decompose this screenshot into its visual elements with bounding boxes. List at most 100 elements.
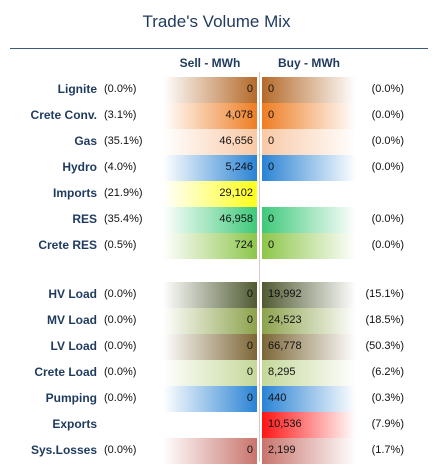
sell-value: 724 <box>234 239 253 251</box>
row-crete-conv: Crete Conv. (3.1%) 4,078 0 (0.0%) <box>0 103 433 129</box>
row-lv-load: LV Load (0.0%) 0 66,778 (50.3%) <box>0 334 433 360</box>
buy-value: 0 <box>268 161 275 173</box>
buy-cell: 19,992 <box>262 282 356 308</box>
row-gas: Gas (35.1%) 46,656 0 (0.0%) <box>0 129 433 155</box>
sell-cell: 0 <box>163 360 257 386</box>
row-label: Crete Load <box>34 365 97 379</box>
buy-value: 8,295 <box>268 366 296 378</box>
sell-value: 29,102 <box>219 187 253 199</box>
sell-value: 4,078 <box>225 109 253 121</box>
sell-value: 0 <box>246 444 253 456</box>
buy-percent: (0.3%) <box>371 392 404 404</box>
row-label: Gas <box>74 134 97 148</box>
buy-value: 0 <box>268 239 275 251</box>
sell-value: 0 <box>246 288 253 300</box>
row-label: Pumping <box>45 391 97 405</box>
sell-cell: 4,078 <box>163 103 257 129</box>
row-sys-losses: Sys.Losses (0.0%) 0 2,199 (1.7%) <box>0 438 433 464</box>
sell-cell: 0 <box>163 386 257 412</box>
sell-cell: 0 <box>163 282 257 308</box>
buy-cell: 0 <box>262 207 356 233</box>
buy-percent: (7.9%) <box>371 418 404 430</box>
row-label: MV Load <box>47 313 97 327</box>
buy-percent: (0.0%) <box>371 83 404 95</box>
buy-percent: (1.7%) <box>371 444 404 456</box>
row-exports: Exports 10,536 (7.9%) <box>0 412 433 438</box>
sell-value: 0 <box>246 83 253 95</box>
sell-percent: (35.1%) <box>104 135 143 147</box>
buy-percent: (0.0%) <box>371 135 404 147</box>
sell-value: 46,656 <box>219 135 253 147</box>
buy-cell: 0 <box>262 155 356 181</box>
buy-value: 2,199 <box>268 444 296 456</box>
row-label: Hydro <box>62 160 97 174</box>
row-label: Exports <box>52 417 97 431</box>
buy-percent: (0.0%) <box>371 109 404 121</box>
buy-cell: 8,295 <box>262 360 356 386</box>
buy-value: 10,536 <box>268 418 302 430</box>
sell-percent: (21.9%) <box>104 187 143 199</box>
row-label: Crete RES <box>38 238 97 252</box>
row-label: RES <box>72 212 97 226</box>
row-hydro: Hydro (4.0%) 5,246 0 (0.0%) <box>0 155 433 181</box>
sell-cell: 0 <box>163 77 257 103</box>
row-label: Crete Conv. <box>30 108 97 122</box>
buy-percent: (6.2%) <box>371 366 404 378</box>
row-label: Imports <box>52 186 97 200</box>
sell-percent: (0.0%) <box>104 392 137 404</box>
row-res: RES (35.4%) 46,958 0 (0.0%) <box>0 207 433 233</box>
row-mv-load: MV Load (0.0%) 0 24,523 (18.5%) <box>0 308 433 334</box>
sell-cell: 46,656 <box>163 129 257 155</box>
sell-percent: (4.0%) <box>104 161 137 173</box>
row-label: LV Load <box>50 339 97 353</box>
sell-cell: 0 <box>163 438 257 464</box>
buy-value: 0 <box>268 213 275 225</box>
buy-cell: 10,536 <box>262 412 356 438</box>
sell-percent: (0.0%) <box>104 314 137 326</box>
buy-cell: 2,199 <box>262 438 356 464</box>
buy-cell: 0 <box>262 129 356 155</box>
buy-value: 440 <box>268 392 287 404</box>
row-imports: Imports (21.9%) 29,102 <box>0 181 433 207</box>
sell-cell: 29,102 <box>163 181 257 207</box>
row-crete-res: Crete RES (0.5%) 724 0 (0.0%) <box>0 233 433 259</box>
buy-percent: (15.1%) <box>365 288 404 300</box>
buy-value: 24,523 <box>268 314 302 326</box>
sell-percent: (0.0%) <box>104 366 137 378</box>
sell-cell: 724 <box>163 233 257 259</box>
sell-percent: (0.5%) <box>104 239 137 251</box>
buy-cell: 0 <box>262 77 356 103</box>
row-hv-load: HV Load (0.0%) 0 19,992 (15.1%) <box>0 282 433 308</box>
buy-percent: (18.5%) <box>365 314 404 326</box>
sell-cell: 5,246 <box>163 155 257 181</box>
buy-percent: (0.0%) <box>371 213 404 225</box>
row-label: Sys.Losses <box>30 443 97 457</box>
sell-cell: 46,958 <box>163 207 257 233</box>
sell-value: 0 <box>246 392 253 404</box>
buy-percent: (0.0%) <box>371 239 404 251</box>
row-lignite: Lignite (0.0%) 0 0 (0.0%) <box>0 77 433 103</box>
sell-percent: (0.0%) <box>104 340 137 352</box>
sell-value: 0 <box>246 366 253 378</box>
sell-value: 5,246 <box>225 161 253 173</box>
sell-cell: 0 <box>163 308 257 334</box>
sell-value: 46,958 <box>219 213 253 225</box>
sell-column-header: Sell - MWh <box>179 56 241 70</box>
buy-value: 19,992 <box>268 288 302 300</box>
buy-cell: 0 <box>262 233 356 259</box>
row-label: HV Load <box>48 287 97 301</box>
title-divider <box>10 48 428 49</box>
buy-value: 66,778 <box>268 340 302 352</box>
row-label: Lignite <box>57 82 97 96</box>
buy-cell: 0 <box>262 103 356 129</box>
sell-value: 0 <box>246 340 253 352</box>
buy-percent: (0.0%) <box>371 161 404 173</box>
column-divider <box>259 72 260 462</box>
sell-percent: (0.0%) <box>104 83 137 95</box>
sell-percent: (0.0%) <box>104 288 137 300</box>
buy-value: 0 <box>268 135 275 147</box>
sell-percent: (3.1%) <box>104 109 137 121</box>
row-pumping: Pumping (0.0%) 0 440 (0.3%) <box>0 386 433 412</box>
sell-cell: 0 <box>163 334 257 360</box>
sell-percent: (35.4%) <box>104 213 143 225</box>
